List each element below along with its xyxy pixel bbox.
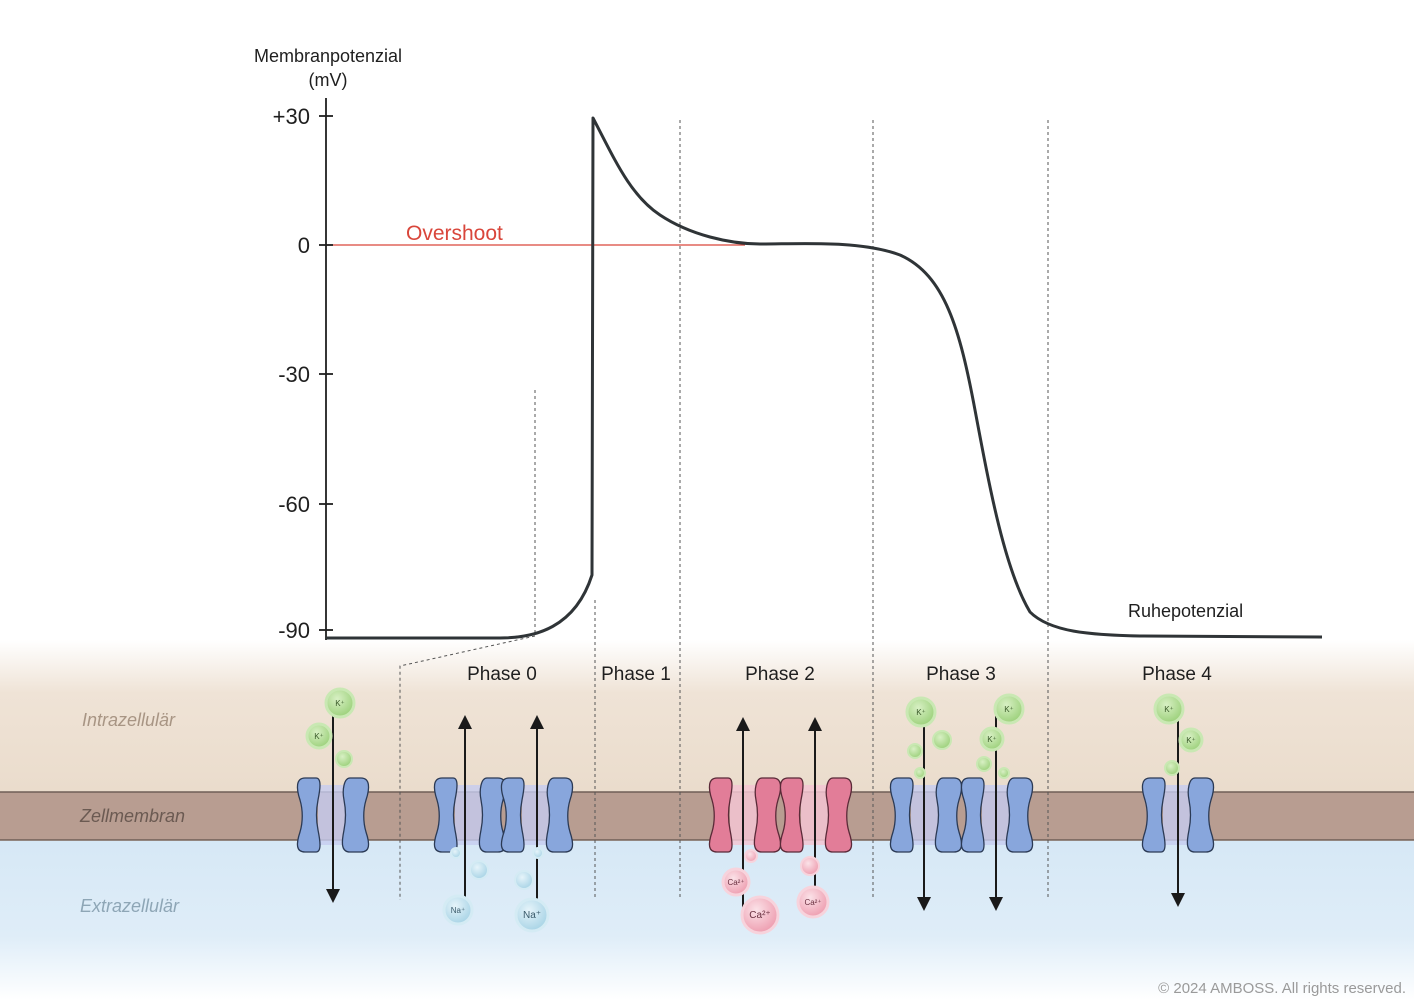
svg-text:K⁺: K⁺	[916, 708, 926, 717]
extracellular-label: Extrazellulär	[80, 896, 180, 916]
svg-text:Ca²⁺: Ca²⁺	[804, 898, 821, 907]
svg-text:K⁺: K⁺	[987, 735, 997, 744]
calcium-ions: Ca²⁺ Ca²⁺ Ca²⁺	[721, 849, 830, 935]
phase-0-label: Phase 0	[467, 664, 537, 685]
svg-text:Ca²⁺: Ca²⁺	[749, 910, 770, 921]
svg-text:K⁺: K⁺	[1004, 705, 1014, 714]
sodium-ions: Na⁺ Na⁺	[442, 847, 550, 933]
svg-text:K⁺: K⁺	[314, 732, 324, 741]
action-potential-curve	[326, 116, 1323, 640]
tick-label-plus30: +30	[273, 104, 310, 129]
y-axis-title-line2: (mV)	[309, 70, 348, 90]
y-axis-title-line1: Membranpotenzial	[254, 46, 402, 66]
calcium-channel-2	[779, 777, 853, 853]
svg-text:Na⁺: Na⁺	[451, 906, 465, 915]
phase-2-label: Phase 2	[745, 664, 815, 685]
overshoot-label: Overshoot	[406, 222, 503, 245]
potassium-ions-resting: K⁺ K⁺	[305, 687, 356, 768]
svg-text:K⁺: K⁺	[1164, 705, 1174, 714]
tick-label-minus90: -90	[278, 618, 310, 643]
phase-3-label: Phase 3	[926, 664, 996, 685]
svg-text:K⁺: K⁺	[335, 699, 345, 708]
phase-1-label: Phase 1	[601, 664, 671, 685]
tick-label-minus30: -30	[278, 362, 310, 387]
phase-4-label: Phase 4	[1142, 664, 1212, 685]
intracellular-label: Intrazellulär	[82, 710, 176, 730]
tick-label-minus60: -60	[278, 492, 310, 517]
potassium-ions-phase3: K⁺ K⁺ K⁺	[905, 693, 1025, 779]
svg-text:Ca²⁺: Ca²⁺	[727, 878, 744, 887]
intracellular-region	[0, 640, 1414, 792]
resting-potential-label: Ruhepotenzial	[1128, 601, 1243, 621]
membrane-label: Zellmembran	[79, 806, 185, 826]
tick-label-0: 0	[298, 233, 310, 258]
ion-flow-arrows	[326, 712, 1185, 916]
potassium-channel-phase3-2	[960, 777, 1034, 853]
svg-text:K⁺: K⁺	[1186, 736, 1196, 745]
potassium-channel-phase3-1	[889, 777, 963, 853]
sodium-channel-1	[433, 777, 507, 853]
y-axis-ticks	[319, 115, 333, 631]
extracellular-region	[0, 841, 1414, 1000]
potassium-ions-phase4: K⁺ K⁺	[1153, 693, 1204, 776]
copyright-notice: © 2024 AMBOSS. All rights reserved.	[1158, 980, 1406, 997]
svg-text:Na⁺: Na⁺	[523, 910, 541, 921]
calcium-channel-1	[708, 777, 782, 853]
phase-separators	[399, 120, 1049, 900]
